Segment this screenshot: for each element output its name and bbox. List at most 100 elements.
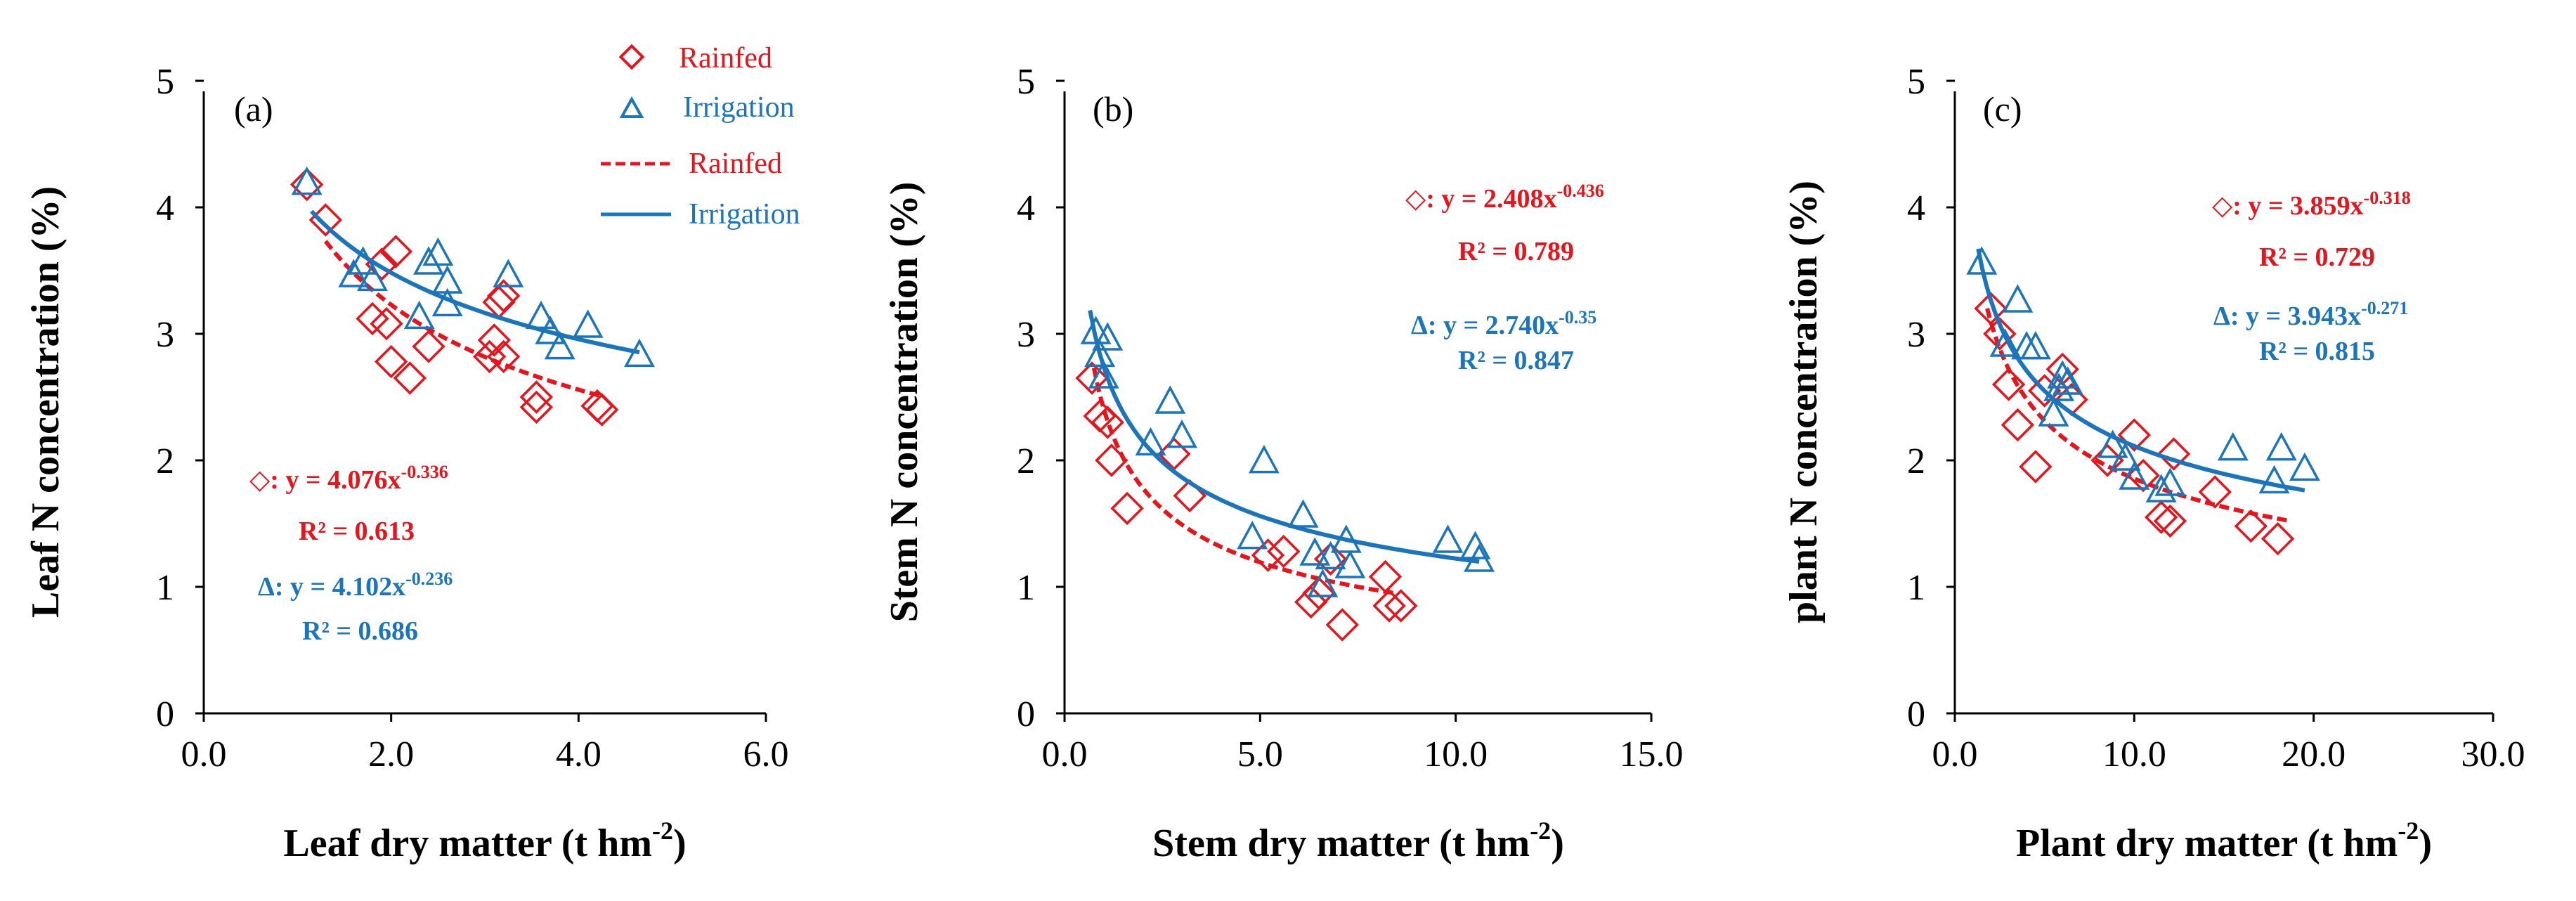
panel-a: 0 1 2 3 4 5 0.0 2.0 4.0 6.0 (a) Leaf dry matter (… (24, 42, 800, 865)
panel-b-irrigation-point (1307, 569, 1339, 597)
panel-c-irrigation-point (2109, 442, 2141, 471)
panel-b-irrigation-point (1237, 520, 1268, 550)
panel-c-rainfed-point (2234, 509, 2268, 543)
panel-c-label: (c) (1983, 89, 2022, 129)
panel-b-y-tick-label: 1 (1017, 568, 1035, 608)
panel-b-rainfed-point (1325, 608, 1359, 642)
panel-c-x-tick-label: 30.0 (2461, 734, 2525, 774)
legend-irrigation-marker (619, 96, 644, 118)
panel-a-rainfed-point (370, 306, 403, 341)
panel-a-y-tick-label: 4 (156, 188, 174, 228)
panel-b-rainfed-point (1267, 534, 1301, 569)
panel-b-marks (1075, 309, 1495, 642)
panel-a-x-tick-label: 4.0 (556, 734, 601, 774)
panel-b-x-tick-label: 15.0 (1620, 734, 1684, 774)
panel-b-rainfed-point (1110, 491, 1144, 526)
panel-c-irrigation-point (2289, 452, 2320, 481)
panel-c-x-tick-label: 0.0 (1932, 734, 1978, 774)
panel-b-irrigation-point (1088, 360, 1119, 389)
legend-irrigation-line-label: Irrigation (689, 198, 800, 231)
panel-c-irrigation-point (1966, 246, 1998, 275)
panel-c-irrigation-equation: Δ: y = 3.943x-0.271 (2213, 298, 2408, 331)
panel-b-irrigation-point (1287, 499, 1319, 528)
panel-b: 0 1 2 3 4 5 0.0 5.0 10.0 15.0 (b) Stem dry matter… (883, 62, 1684, 865)
panel-b-rainfed-point (1173, 479, 1206, 513)
panel-b-irrigation-point (1330, 524, 1362, 553)
panel-c-irrigation-point (1989, 328, 2021, 357)
panel-c-rainfed-point (2144, 500, 2178, 534)
panel-c-marks (1966, 246, 2320, 556)
panel-b-rainfed-point (1294, 585, 1328, 619)
panel-c-irrigation-point (2019, 330, 2051, 360)
panel-b-irrigation-point (1464, 543, 1495, 572)
panel-b-x-tick-label: 0.0 (1042, 734, 1088, 774)
panel-c-y-tick-label: 5 (1907, 62, 1925, 102)
panel-a-irrigation-point (544, 330, 575, 360)
panel-a-x-tick-label: 2.0 (368, 734, 414, 774)
panel-c-rainfed-point (2153, 504, 2187, 538)
panel-a-rainfed-point (519, 380, 554, 414)
panel-b-irrigation-r2: R² = 0.847 (1458, 346, 1574, 375)
panel-c: 0 1 2 3 4 5 0.0 10.0 20.0 30.0 (c) Plant dry matt… (1782, 62, 2525, 865)
panel-a-rainfed-point (374, 344, 408, 379)
panel-b-y-tick-label: 5 (1017, 62, 1035, 102)
panel-a-irrigation-equation: Δ: y = 4.102x-0.236 (258, 569, 453, 602)
panel-a-x-title: Leaf dry matter (t hm-2) (283, 817, 686, 865)
panel-a-irrigation-point (403, 300, 435, 330)
panel-c-irrigation-point (2154, 467, 2186, 496)
panel-a-y-title: Leaf N concentration (%) (24, 186, 67, 618)
panel-b-x-tick-label: 5.0 (1237, 734, 1283, 774)
panel-c-irrigation-point (2265, 432, 2297, 461)
legend-rainfed-marker (618, 44, 645, 70)
panel-a-y-tick-label: 2 (156, 441, 174, 481)
panel-c-rainfed-point (2198, 475, 2232, 509)
panel-a-x-tick-label: 6.0 (743, 734, 789, 774)
panel-c-rainfed-r2: R² = 0.729 (2259, 242, 2375, 272)
panel-b-y-title: Stem N concentration (%) (883, 182, 926, 623)
panel-c-y-tick-label: 4 (1907, 188, 1925, 228)
panel-a-rainfed-point (519, 390, 554, 424)
panel-c-irrigation-point (2052, 366, 2083, 395)
panel-c-y-tick-label: 3 (1907, 315, 1925, 355)
panel-b-irrigation-point (1248, 444, 1280, 474)
panel-c-x-tick-label: 20.0 (2282, 734, 2346, 774)
panel-a-irrigation-point (572, 309, 604, 338)
panel-a-irrigation-fit-line (310, 209, 640, 355)
panel-b-irrigation-point (1154, 385, 1186, 414)
panel-b-rainfed-fit-line (1091, 367, 1394, 595)
legend: Rainfed Irrigation Rainfed Irrigation (601, 42, 800, 231)
panel-a-irrigation-point (291, 166, 323, 195)
panel-b-irrigation-point (1080, 316, 1112, 344)
panel-c-ticks: 0 1 2 3 4 5 0.0 10.0 20.0 30.0 (1907, 62, 2525, 774)
panel-a-irrigation-point (357, 262, 388, 292)
panel-b-label: (b) (1093, 89, 1133, 129)
panel-b-rainfed-point (1251, 538, 1285, 572)
panel-a-rainfed-point (585, 393, 619, 427)
panel-b-irrigation-point (1084, 338, 1116, 368)
legend-irrigation-marker-label: Irrigation (683, 91, 795, 124)
panel-b-irrigation-equation: Δ: y = 2.740x-0.35 (1411, 307, 1596, 340)
panel-c-y-tick-label: 0 (1907, 694, 1925, 734)
panel-c-rainfed-point (1991, 368, 2026, 401)
panel-a-rainfed-point (290, 167, 324, 202)
panel-a-irrigation-r2: R² = 0.686 (302, 616, 418, 646)
panel-b-irrigation-point (1166, 419, 1197, 448)
panel-c-rainfed-point (2090, 443, 2124, 477)
panel-b-ticks: 0 1 2 3 4 5 0.0 5.0 10.0 15.0 (1017, 62, 1684, 774)
panel-b-rainfed-point (1095, 443, 1128, 477)
panel-a-irrigation-point (535, 316, 566, 344)
legend-rainfed-line-label: Rainfed (689, 148, 782, 180)
panel-a-irrigation-point (493, 259, 524, 287)
panel-c-rainfed-point (2260, 521, 2295, 556)
panel-c-x-title: Plant dry matter (t hm-2) (2016, 817, 2432, 865)
panel-c-y-title: plant N concentration (%) (1782, 181, 1826, 623)
panel-c-irrigation-point (2145, 474, 2177, 503)
panel-a-rainfed-point (412, 330, 445, 363)
panel-c-irrigation-point (2258, 465, 2290, 494)
panel-b-rainfed-point (1302, 576, 1336, 610)
panel-a-marks (290, 166, 655, 427)
panel-c-irrigation-fit-line (1976, 248, 2305, 493)
panel-c-irrigation-r2: R² = 0.815 (2259, 337, 2375, 366)
panel-a-y-tick-label: 1 (156, 568, 174, 608)
